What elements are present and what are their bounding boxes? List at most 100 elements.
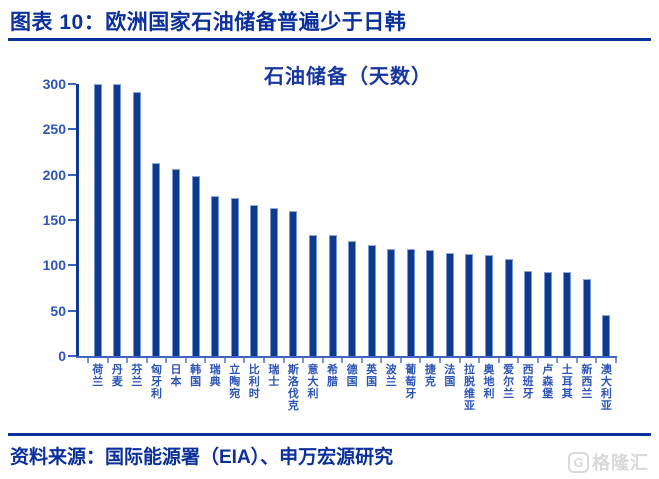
bar — [211, 196, 220, 356]
bar-label: 韩 国 — [190, 364, 202, 388]
bar — [445, 253, 454, 356]
bar — [582, 279, 591, 356]
y-tick-label: 150 — [42, 212, 66, 228]
bar-slot: 意 大 利 — [303, 84, 323, 400]
bar-label: 澳 大 利 亚 — [600, 364, 612, 412]
bar-label: 拉 脱 维 亚 — [463, 364, 475, 412]
x-tick-mark — [106, 358, 109, 363]
bar-label: 波 兰 — [385, 364, 397, 388]
title-underline — [8, 38, 651, 41]
bar-slot: 波 兰 — [381, 84, 401, 388]
bar — [289, 211, 298, 356]
bar-label: 斯 洛 伐 克 — [287, 364, 299, 412]
bar — [230, 198, 239, 356]
bar-label: 丹 麦 — [111, 364, 123, 388]
x-tick-mark — [439, 358, 441, 363]
x-tick-mark — [282, 358, 285, 363]
source-note: 资料来源：国际能源署（EIA）、申万宏源研究 — [10, 447, 394, 468]
bar-slot: 匈 牙 利 — [147, 84, 167, 400]
bar — [191, 176, 200, 356]
y-tick-label: 100 — [42, 257, 66, 274]
page-title: 图表 10：欧洲国家石油储备普遍少于日韩 — [10, 11, 407, 34]
x-tick-mark — [204, 358, 207, 363]
x-tick-mark — [497, 358, 500, 363]
x-tick-mark — [184, 358, 187, 363]
x-tick-mark — [575, 358, 578, 363]
x-tick-mark — [380, 358, 383, 363]
bar-slot: 比 利 时 — [245, 84, 265, 400]
x-tick-mark — [145, 358, 148, 363]
bar-label: 比 利 时 — [248, 364, 260, 400]
x-tick-mark — [419, 358, 422, 363]
x-tick-mark — [223, 358, 226, 363]
x-tick-mark — [165, 358, 168, 363]
y-tick-mark — [68, 264, 76, 267]
bar-slot: 瑞 典 — [205, 84, 225, 388]
bar — [387, 249, 396, 356]
bar-label: 捷 克 — [424, 364, 436, 388]
gelonghui-g-icon: G — [568, 451, 589, 473]
x-tick-mark — [399, 358, 402, 363]
bar-label: 英 国 — [366, 364, 378, 388]
bar — [602, 315, 611, 356]
bar — [328, 235, 337, 356]
bar — [485, 255, 494, 356]
bar — [269, 208, 278, 356]
bar-label: 匈 牙 利 — [150, 364, 162, 400]
bar — [563, 272, 572, 356]
x-tick-mark — [556, 358, 559, 363]
y-tick-mark — [68, 173, 76, 176]
bar-label: 西 班 牙 — [522, 364, 534, 400]
watermark-text: 格隆汇 — [592, 453, 649, 473]
y-tick-label: 300 — [42, 76, 66, 92]
bar — [524, 271, 533, 356]
x-tick-mark — [595, 358, 598, 363]
bar — [93, 84, 102, 356]
x-tick-mark — [517, 358, 520, 363]
bar-label: 立 陶 宛 — [229, 364, 241, 400]
bar-slot: 斯 洛 伐 克 — [284, 84, 304, 412]
bar-slot: 韩 国 — [186, 84, 206, 388]
bar — [172, 169, 181, 356]
bar-label: 瑞 士 — [268, 364, 280, 388]
bar — [113, 84, 122, 356]
footer-divider — [8, 433, 651, 436]
bar-label: 日 本 — [170, 364, 182, 388]
x-tick-mark — [263, 358, 265, 363]
bar-slot: 澳 大 利 亚 — [597, 84, 617, 412]
bar-slot: 西 班 牙 — [518, 84, 538, 400]
bar — [367, 245, 376, 356]
bar — [465, 254, 474, 356]
y-tick-label: 250 — [42, 121, 66, 138]
x-tick-mark — [478, 358, 481, 363]
oil-reserves-bar-chart: 石油储备（天数） 0 50 100 150 200 250 300 荷 兰丹 麦芬 兰匈 牙… — [0, 55, 659, 430]
bar-label: 卢 森 堡 — [542, 364, 554, 400]
bar-label: 希 腊 — [327, 364, 339, 388]
x-tick-mark — [87, 358, 89, 363]
y-tick-mark — [68, 219, 76, 221]
bar-slot: 荷 兰 — [88, 84, 108, 388]
bar-slot: 葡 萄 牙 — [401, 84, 421, 400]
bar-slot: 新 西 兰 — [577, 84, 597, 400]
bar-slot: 德 国 — [342, 84, 362, 388]
bar — [348, 241, 357, 356]
bar-label: 奥 地 利 — [483, 364, 495, 400]
bar — [250, 205, 259, 356]
bar-slot: 立 陶 宛 — [225, 84, 245, 400]
bar-label: 德 国 — [346, 364, 358, 388]
bar — [152, 163, 161, 356]
bar-label: 瑞 典 — [209, 364, 221, 388]
x-tick-mark — [615, 358, 617, 363]
chart-title: 石油储备（天数） — [264, 66, 432, 88]
bar-slot: 芬 兰 — [127, 84, 147, 388]
y-tick-label: 200 — [42, 166, 66, 183]
bar-slot: 日 本 — [166, 84, 186, 388]
y-tick-mark — [68, 309, 76, 312]
bar — [308, 235, 317, 356]
y-tick-label: 0 — [58, 348, 66, 364]
bar-slot: 法 国 — [440, 84, 460, 388]
bar-label: 意 大 利 — [307, 364, 319, 400]
bar-slot: 奥 地 利 — [479, 84, 499, 400]
y-tick-mark — [68, 355, 76, 357]
bar-label: 法 国 — [444, 364, 456, 388]
